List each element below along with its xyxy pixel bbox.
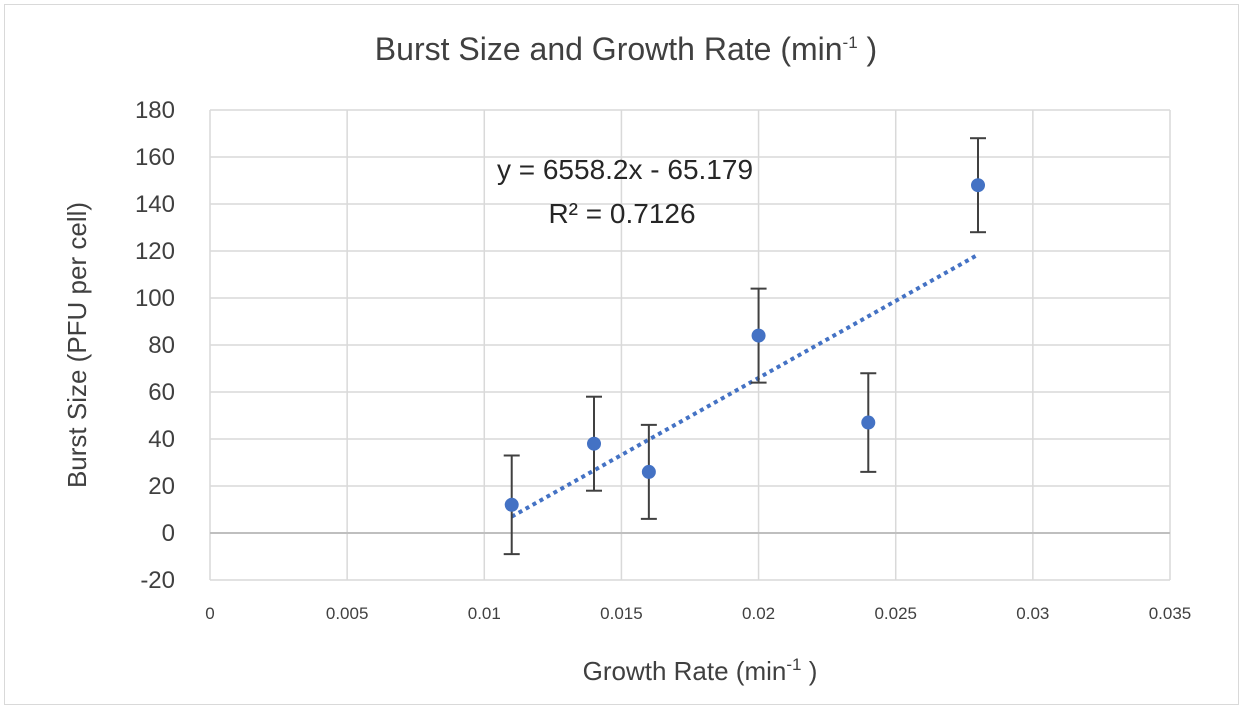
data-point [861,415,876,430]
trendline-equation: y = 6558.2x - 65.179 [497,154,753,185]
y-axis-title: Burst Size (PFU per cell) [62,202,92,488]
x-tick-label: 0.015 [600,604,643,623]
gridlines [209,109,1171,581]
data-point [751,328,766,343]
y-tick-label: 120 [135,238,175,265]
y-tick-label: 140 [135,191,175,218]
x-tick-label: 0.01 [468,604,501,623]
y-tick-label: 0 [162,520,175,547]
x-tick-label: 0.035 [1149,604,1192,623]
y-tick-label: 80 [148,332,175,359]
trendline-group [510,252,979,519]
x-tick-label: 0.02 [742,604,775,623]
trendline [510,252,979,519]
x-tick-label: 0.005 [326,604,369,623]
y-tick-label: 60 [148,379,175,406]
y-tick-label: -20 [140,567,175,594]
y-tick-label: 100 [135,285,175,312]
trendline-r-squared: R² = 0.7126 [548,198,695,229]
y-tick-label: 160 [135,144,175,171]
data-points [504,178,985,512]
x-tick-label: 0.03 [1016,604,1049,623]
x-tick-labels: 0 0.005 0.01 0.015 0.02 0.025 0.03 0.035 [205,604,1191,623]
data-point [587,436,601,451]
y-tick-label: 40 [148,426,175,453]
data-point [504,497,519,512]
x-axis-title: Growth Rate (min-1 ) [583,655,818,686]
y-tick-label: 180 [135,97,175,124]
data-point [971,178,985,193]
x-tick-label: 0 [205,604,214,623]
chart-title: Burst Size and Growth Rate (min-1 ) [375,31,877,67]
data-point [641,464,656,479]
y-tick-labels: -20 0 20 40 60 80 100 120 140 160 180 [135,97,175,594]
x-tick-label: 0.025 [874,604,917,623]
y-tick-label: 20 [148,473,175,500]
